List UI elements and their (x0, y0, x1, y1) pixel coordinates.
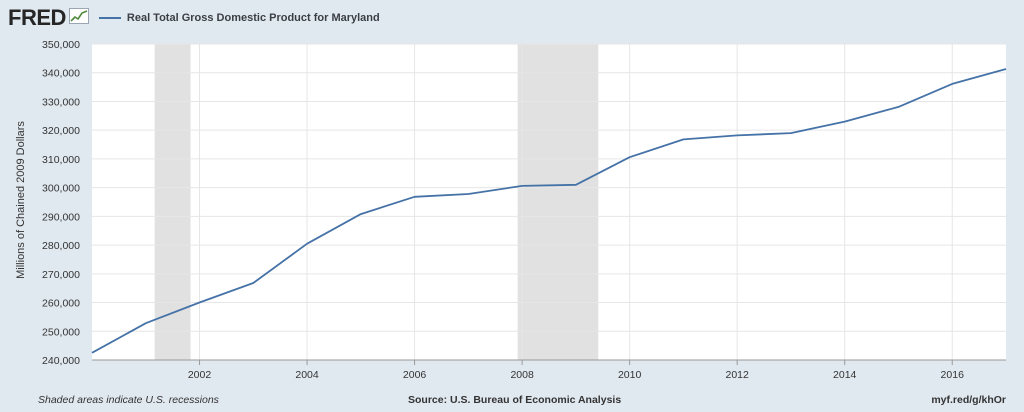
recession-bands (154, 44, 599, 360)
x-tick-label: 2004 (295, 369, 319, 381)
y-axis-label: Millions of Chained 2009 Dollars (15, 121, 27, 279)
y-tick-label: 320,000 (42, 125, 80, 137)
y-axis-ticks: 240,000 250,000 260,000 270,000 280,000 290,0… (42, 39, 80, 367)
short-url-link[interactable]: myf.red/g/khOr (931, 394, 1006, 406)
legend-label: Real Total Gross Domestic Product for Ma… (126, 12, 380, 24)
y-tick-label: 280,000 (42, 240, 80, 252)
series-line[interactable] (91, 68, 1007, 354)
x-axis-ticks: 2002 2004 2006 2008 2010 2012 2014 2016 (92, 359, 1006, 381)
y-tick-label: 340,000 (42, 68, 80, 80)
y-tick-label: 240,000 (42, 355, 80, 367)
x-tick-label: 2010 (618, 369, 642, 381)
x-tick-label: 2002 (188, 369, 212, 381)
y-tick-label: 310,000 (42, 154, 80, 166)
x-tick-label: 2012 (725, 369, 749, 381)
y-tick-label: 270,000 (42, 269, 80, 281)
x-tick-label: 2014 (833, 369, 857, 381)
y-tick-label: 290,000 (42, 211, 80, 223)
y-tick-label: 250,000 (42, 326, 80, 338)
y-tick-label: 260,000 (42, 298, 80, 310)
recession-note: Shaded areas indicate U.S. recessions (38, 394, 219, 406)
legend[interactable]: Real Total Gross Domestic Product for Ma… (98, 12, 380, 24)
source-credit: Source: U.S. Bureau of Economic Analysis (408, 394, 622, 406)
y-tick-label: 330,000 (42, 96, 80, 108)
fred-logo[interactable]: FRED (8, 5, 66, 30)
chart-header: FRED Real Total Gross Domestic Product f… (8, 5, 380, 30)
y-tick-label: 350,000 (42, 39, 80, 51)
x-tick-label: 2008 (510, 369, 534, 381)
series-group (91, 68, 1007, 354)
y-tick-label: 300,000 (42, 183, 80, 195)
chart-trend-icon (68, 7, 89, 29)
x-tick-label: 2006 (403, 369, 427, 381)
legend-swatch (98, 17, 121, 19)
recession-band (517, 44, 599, 360)
x-tick-label: 2016 (941, 369, 965, 381)
